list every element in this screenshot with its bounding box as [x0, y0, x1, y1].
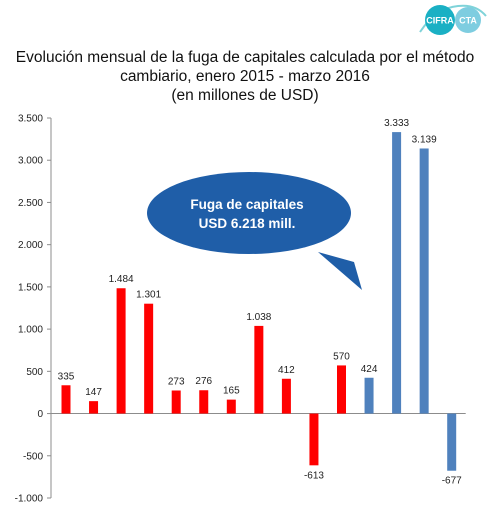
callout-line-1: Fuga de capitales [190, 197, 303, 212]
y-tick-label: 500 [26, 367, 43, 378]
data-label: 1.038 [246, 312, 271, 323]
y-tick-label: 3.500 [18, 114, 43, 125]
callout-arrow [318, 252, 362, 290]
logo-text-left: CIFRA [426, 16, 454, 26]
data-label: 3.139 [412, 134, 437, 145]
callout-line-2: USD 6.218 mill. [199, 216, 296, 231]
data-label: 273 [168, 377, 185, 388]
logo-circle-right [455, 7, 481, 33]
y-tick-label: 1.000 [18, 325, 43, 336]
data-label: 147 [85, 387, 102, 398]
y-tick-label: -1.000 [15, 494, 44, 505]
title-line-2: cambiario, enero 2015 - marzo 2016 [120, 68, 370, 85]
data-label: 424 [361, 364, 378, 375]
y-tick-label: 1.500 [18, 282, 43, 293]
cifra-cta-logo: CIFRA CTA [419, 4, 487, 35]
data-label: 412 [278, 365, 295, 376]
data-label: 165 [223, 386, 240, 397]
data-label: 3.333 [384, 118, 409, 129]
logo-circle-left [425, 5, 455, 35]
callout-bubble [147, 172, 351, 254]
bar [447, 413, 457, 471]
data-label: 1.301 [136, 290, 161, 301]
title-line-1: Evolución mensual de la fuga de capitale… [15, 49, 475, 66]
bar [144, 303, 154, 414]
y-tick-label: -500 [23, 451, 43, 462]
bar [89, 401, 99, 414]
chart-title: Evolución mensual de la fuga de capitale… [0, 48, 490, 105]
bar [116, 288, 126, 414]
y-tick-label: 2.000 [18, 240, 43, 251]
bar [281, 378, 291, 414]
bar [392, 132, 402, 414]
data-label: 1.484 [109, 274, 134, 285]
annotation-callout: Fuga de capitales USD 6.218 mill. [147, 172, 362, 290]
bar [419, 148, 429, 414]
bar [309, 413, 319, 466]
title-line-3: (en millones de USD) [171, 87, 319, 104]
data-label: 276 [195, 376, 212, 387]
y-tick-label: 2.500 [18, 198, 43, 209]
bar [254, 325, 264, 414]
data-label: 335 [58, 371, 75, 382]
y-tick-label: 3.000 [18, 156, 43, 167]
bar [171, 390, 181, 414]
data-label: 570 [333, 351, 350, 362]
bar [364, 377, 374, 414]
logo-text-right: CTA [459, 16, 477, 26]
bar [61, 385, 71, 414]
data-label: -677 [442, 476, 462, 487]
bars [61, 132, 457, 471]
bar [199, 390, 209, 414]
bar [226, 399, 236, 414]
data-label: -613 [304, 470, 324, 481]
bar [337, 365, 346, 414]
y-tick-label: 0 [37, 409, 43, 420]
